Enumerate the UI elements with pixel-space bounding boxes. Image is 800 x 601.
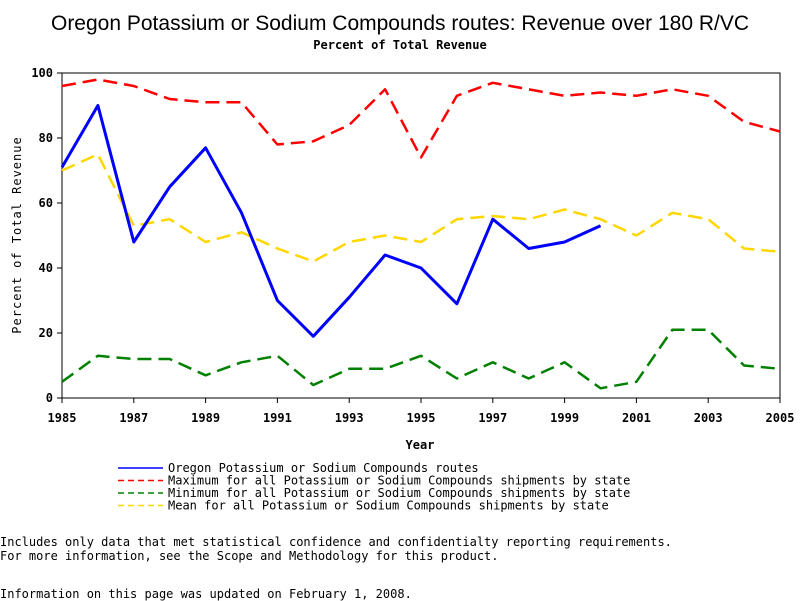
x-tick-label: 2003 <box>694 411 723 425</box>
y-tick-label: 0 <box>46 391 53 405</box>
y-axis: 0 20 40 60 80 100 <box>31 66 62 405</box>
x-axis: 1985 1987 1989 1991 1993 1995 1997 1999 2001 2003… <box>48 398 795 425</box>
series-line-0 <box>60 104 602 338</box>
y-tick-label: 60 <box>39 196 53 210</box>
x-tick-label: 1989 <box>191 411 220 425</box>
legend-label: Mean for all Potassium or Sodium Compoun… <box>168 499 609 513</box>
x-tick-label: 1993 <box>335 411 364 425</box>
plot-frame <box>61 72 781 399</box>
x-tick-label: 1991 <box>263 411 292 425</box>
x-tick-label: 1987 <box>119 411 148 425</box>
series-line-3 <box>61 153 781 263</box>
y-axis-label: Percent of Total Revenue <box>10 136 24 333</box>
footnote-confidence: Includes only data that met statistical … <box>0 535 672 549</box>
footnote-methodology: For more information, see the Scope and … <box>0 549 499 563</box>
y-tick-label: 40 <box>39 261 53 275</box>
x-axis-label: Year <box>406 438 435 452</box>
legend-label: Minimum for all Potassium or Sodium Comp… <box>168 486 630 500</box>
series-line-1 <box>61 78 781 159</box>
y-tick-label: 20 <box>39 326 53 340</box>
x-tick-label: 2005 <box>766 411 795 425</box>
x-tick-label: 1999 <box>550 411 579 425</box>
legend: Oregon Potassium or Sodium Compounds rou… <box>118 461 630 513</box>
y-tick-label: 80 <box>39 131 53 145</box>
series-line-2 <box>61 328 781 390</box>
chart-subtitle: Percent of Total Revenue <box>313 38 486 52</box>
x-tick-label: 2001 <box>622 411 651 425</box>
legend-label: Oregon Potassium or Sodium Compounds rou… <box>168 461 479 475</box>
legend-label: Maximum for all Potassium or Sodium Comp… <box>168 474 630 488</box>
y-tick-label: 100 <box>31 66 53 80</box>
x-tick-label: 1985 <box>48 411 77 425</box>
x-tick-label: 1995 <box>407 411 436 425</box>
footnote-updated: Information on this page was updated on … <box>0 587 412 601</box>
x-tick-label: 1997 <box>478 411 507 425</box>
chart-title: Oregon Potassium or Sodium Compounds rou… <box>51 12 749 35</box>
series-lines <box>60 78 781 390</box>
